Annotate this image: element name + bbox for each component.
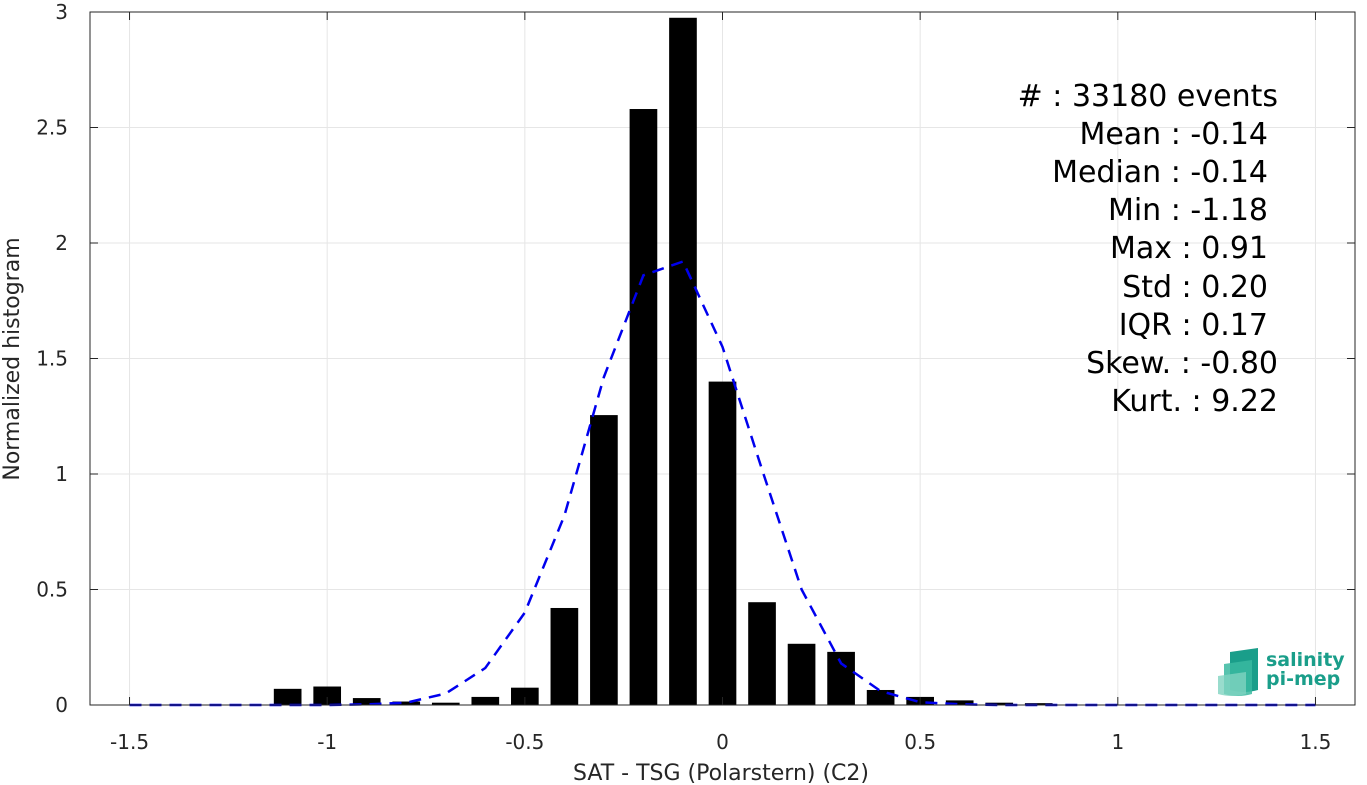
y-tick-label: 0.5 bbox=[36, 578, 68, 602]
histogram-bar bbox=[985, 702, 1014, 705]
histogram-bar bbox=[787, 643, 816, 705]
stat-std: Std : 0.20 bbox=[1122, 270, 1268, 305]
histogram-bar bbox=[471, 696, 500, 705]
stat-skew: Skew. : -0.80 bbox=[1086, 346, 1278, 381]
histogram-bar bbox=[945, 700, 974, 705]
histogram-bar bbox=[827, 651, 855, 705]
stat-mean: Mean : -0.14 bbox=[1079, 117, 1268, 152]
stat-iqr: IQR : 0.17 bbox=[1119, 308, 1268, 343]
x-axis-label: SAT - TSG (Polarstern) (C2) bbox=[573, 761, 869, 785]
salinity-pi-mep-logo: salinity pi-mep bbox=[1218, 648, 1345, 696]
histogram-bar bbox=[629, 109, 658, 705]
x-tick-label: 0.5 bbox=[904, 730, 936, 754]
fit-curve bbox=[129, 259, 1316, 707]
y-tick-label: 1.5 bbox=[36, 347, 68, 371]
histogram-bar bbox=[511, 687, 539, 705]
stat-count: # : 33180 events bbox=[1018, 79, 1278, 114]
wave-icon bbox=[1218, 648, 1258, 696]
histogram-bar bbox=[550, 607, 579, 705]
x-tick-label: 0 bbox=[716, 730, 729, 754]
stat-kurt: Kurt. : 9.22 bbox=[1111, 384, 1278, 419]
x-tick-label: 1.5 bbox=[1300, 730, 1332, 754]
logo-line1: salinity bbox=[1266, 649, 1345, 671]
bars bbox=[273, 17, 1053, 705]
x-tick-label: -1.5 bbox=[110, 730, 149, 754]
x-tick-label: 1 bbox=[1111, 730, 1124, 754]
x-tick-label: -1 bbox=[317, 730, 337, 754]
stat-min: Min : -1.18 bbox=[1108, 193, 1268, 228]
histogram-bar bbox=[313, 686, 342, 705]
logo-line2: pi-mep bbox=[1266, 668, 1340, 690]
histogram-bar bbox=[866, 689, 895, 705]
y-tick-label: 2 bbox=[55, 231, 68, 255]
y-tick-label: 0 bbox=[55, 693, 68, 717]
histogram-bar bbox=[352, 698, 381, 705]
x-tick-label: -0.5 bbox=[505, 730, 544, 754]
stat-max: Max : 0.91 bbox=[1110, 231, 1268, 266]
histogram-bar bbox=[431, 702, 460, 705]
histogram-bar bbox=[1024, 703, 1053, 705]
histogram-bar bbox=[708, 381, 737, 705]
y-tick-label: 3 bbox=[55, 0, 68, 24]
histogram-bar bbox=[590, 415, 618, 705]
y-axis-label: Normalized histogram bbox=[0, 237, 25, 480]
ticks: -1.5 -1 -0.5 0 0.5 1 1.5 0 0.5 1 1.5 2 2.5 3 bbox=[36, 0, 1355, 754]
histogram-bar bbox=[669, 17, 697, 705]
histogram-bar bbox=[392, 701, 421, 705]
y-tick-label: 1 bbox=[55, 462, 68, 486]
y-tick-label: 2.5 bbox=[36, 116, 68, 140]
histogram-bar bbox=[748, 602, 776, 705]
stat-median: Median : -0.14 bbox=[1052, 155, 1268, 190]
stats-box: # : 33180 events Mean : -0.14 Median : -… bbox=[1018, 79, 1278, 419]
histogram-bar bbox=[273, 688, 302, 705]
